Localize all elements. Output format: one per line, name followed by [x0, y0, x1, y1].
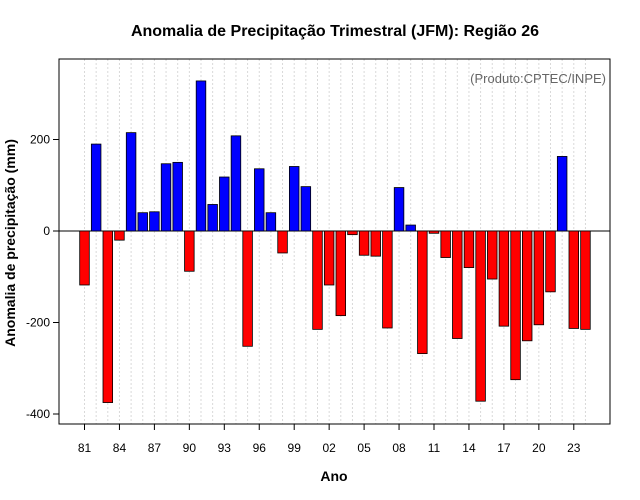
bar-2021 [545, 230, 556, 293]
bar-1981 [79, 230, 90, 286]
y-axis: -400 -200 0 200 [26, 133, 59, 421]
bar-2019 [522, 230, 533, 342]
bar-2007 [382, 230, 393, 329]
grid-lines [84, 59, 586, 424]
bar-1988 [160, 163, 172, 232]
bar-1999 [288, 166, 300, 232]
bar-1983 [102, 230, 114, 403]
bar-1994 [230, 135, 242, 232]
x-tick-label: 84 [113, 441, 127, 455]
bar-2005 [358, 230, 370, 256]
bar-2009 [405, 224, 416, 232]
x-tick-label: 02 [322, 441, 336, 455]
x-tick-label: 96 [253, 441, 267, 455]
x-tick-label: 99 [288, 441, 302, 455]
x-tick-label: 14 [462, 441, 476, 455]
y-tick-label: -200 [26, 316, 50, 330]
annotation-text: (Produto:CPTEC/INPE) [470, 71, 606, 86]
bar-2024 [580, 230, 591, 330]
x-tick-label: 93 [218, 441, 232, 455]
bar-1990 [184, 230, 195, 272]
y-tick-label: -400 [26, 407, 50, 421]
bar-1992 [207, 204, 218, 232]
bar-2002 [323, 230, 335, 286]
bar-2001 [312, 230, 323, 330]
x-tick-label: 87 [148, 441, 162, 455]
bar-2003 [335, 230, 347, 317]
bar-2008 [393, 187, 405, 232]
bar-1991 [195, 80, 207, 232]
bar-1984 [114, 230, 125, 241]
bar-1996 [254, 168, 265, 232]
bar-2016 [487, 230, 498, 280]
y-axis-label: Anomalia de precipitação (mm) [2, 139, 18, 347]
x-tick-label: 11 [428, 441, 441, 455]
x-tick-label: 90 [183, 441, 197, 455]
chart-title: Anomalia de Precipitação Trimestral (JFM… [131, 23, 539, 40]
bar-1998 [277, 230, 288, 254]
bar-1986 [137, 212, 148, 232]
bar-2012 [440, 230, 451, 258]
x-tick-label: 81 [78, 441, 92, 455]
bar-1993 [219, 176, 230, 232]
bar-1989 [172, 161, 183, 232]
x-axis-label: Ano [320, 468, 347, 484]
x-axis: 81 84 87 90 93 96 99 02 05 08 11 14 17 20 23 [78, 424, 581, 455]
bar-2017 [498, 230, 510, 327]
bar-2014 [463, 230, 475, 268]
bar-1995 [242, 230, 253, 347]
bar-1987 [149, 211, 160, 232]
x-tick-label: 08 [392, 441, 406, 455]
bar-2013 [452, 230, 463, 339]
x-tick-label: 17 [497, 441, 511, 455]
x-tick-label: 23 [567, 441, 581, 455]
bar-1997 [265, 212, 277, 232]
bar-2018 [510, 230, 521, 381]
bar-2022 [556, 156, 568, 232]
bar-1985 [125, 132, 137, 232]
bar-2004 [347, 230, 358, 236]
bar-2010 [417, 230, 428, 355]
bar-2006 [370, 230, 381, 257]
bar-2015 [475, 230, 486, 402]
bars [79, 80, 591, 403]
bar-2020 [533, 230, 545, 326]
y-tick-label: 0 [43, 224, 50, 238]
x-tick-label: 20 [532, 441, 546, 455]
bar-2023 [568, 230, 580, 329]
plot-frame [58, 58, 611, 425]
bar-2011 [428, 230, 440, 234]
y-tick-label: 200 [30, 133, 50, 147]
bar-2000 [300, 186, 312, 232]
x-tick-label: 05 [357, 441, 371, 455]
bar-1982 [90, 143, 102, 232]
